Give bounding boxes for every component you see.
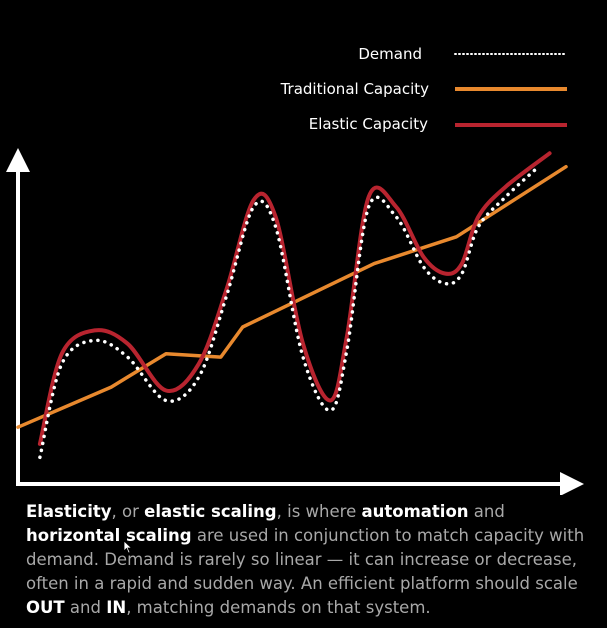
term-elastic-scaling: elastic scaling bbox=[144, 502, 277, 521]
legend-item-elastic-capacity: Elastic Capacity bbox=[309, 115, 567, 133]
term-in: IN bbox=[106, 598, 127, 617]
mouse-cursor-icon bbox=[123, 540, 133, 554]
series-line-demand bbox=[38, 164, 541, 460]
legend-label-elastic-capacity: Elastic Capacity bbox=[309, 115, 428, 133]
series-line-elastic-capacity bbox=[37, 151, 552, 446]
caption-text: and bbox=[64, 598, 107, 617]
term-elasticity: Elasticity bbox=[26, 502, 112, 521]
legend-label-demand: Demand bbox=[358, 45, 422, 63]
legend-item-traditional-capacity: Traditional Capacity bbox=[280, 80, 567, 98]
plot-area bbox=[16, 151, 568, 460]
caption-text: , or bbox=[111, 502, 145, 521]
legend-item-demand: Demand bbox=[358, 45, 568, 63]
elasticity-chart: Demand Traditional Capacity Elastic Capa… bbox=[6, 45, 584, 495]
legend: Demand Traditional Capacity Elastic Capa… bbox=[280, 45, 568, 133]
term-automation: automation bbox=[361, 502, 469, 521]
caption-text: , matching demands on that system. bbox=[126, 598, 431, 617]
caption-text: and bbox=[468, 502, 505, 521]
term-horizontal-scaling: horizontal scaling bbox=[26, 526, 192, 545]
term-out: OUT bbox=[26, 598, 65, 617]
series-line-traditional-capacity bbox=[16, 164, 568, 429]
caption-text: are used in conjunction to match capacit… bbox=[26, 526, 585, 593]
caption-text: , is where bbox=[276, 502, 362, 521]
legend-label-traditional-capacity: Traditional Capacity bbox=[280, 80, 430, 98]
caption-paragraph: Elasticity, or elastic scaling, is where… bbox=[26, 500, 596, 620]
